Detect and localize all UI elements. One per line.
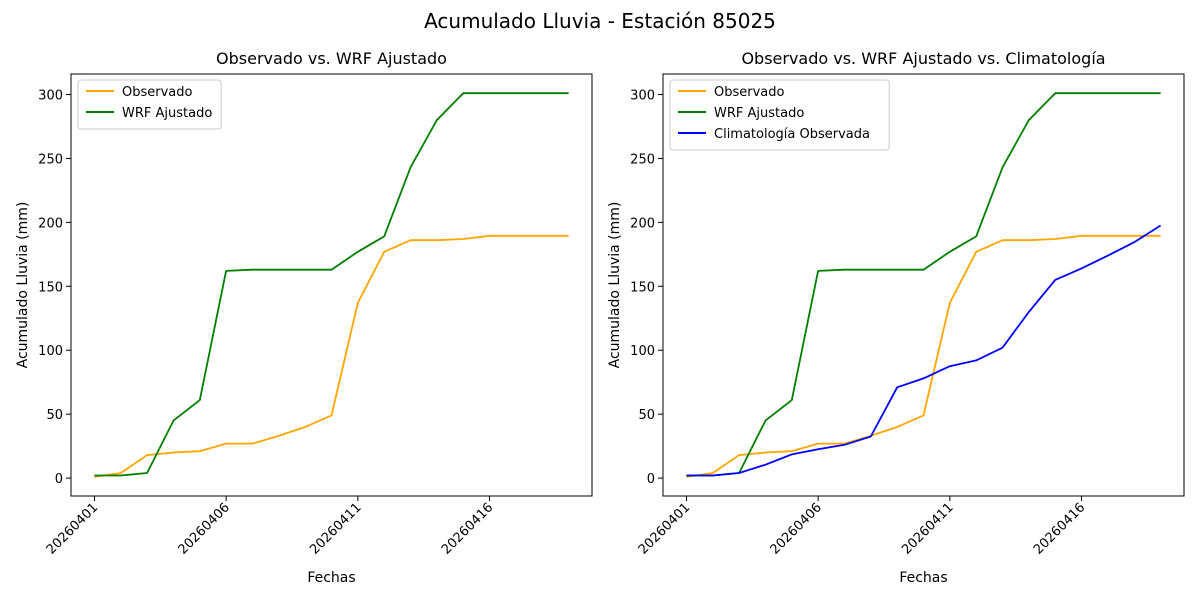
chart-left-ytick-label: 300	[38, 88, 63, 103]
chart-left-legend-label: WRF Ajustado	[122, 106, 212, 121]
chart-left-ytick-label: 100	[38, 344, 63, 359]
chart-left-ytick-label: 250	[38, 152, 63, 167]
chart-left-series-line-wrf-ajustado	[94, 92, 569, 477]
chart-right-axes-frame	[662, 73, 1185, 497]
chart-right-series-line-observado	[686, 234, 1161, 478]
chart-left-title: Observado vs. WRF Ajustado	[216, 49, 447, 68]
chart-left-xtick-label: 20260406	[176, 500, 233, 557]
chart-left-ytick-label: 150	[38, 280, 63, 295]
chart-left-axes-frame	[70, 73, 593, 497]
chart-right-ytick-label: 150	[630, 280, 655, 295]
chart-left-legend-label: Observado	[122, 85, 193, 100]
chart-right-xlabel: Fechas	[899, 570, 947, 586]
chart-left: Observado vs. WRF Ajustado Fechas Acumul…	[15, 49, 593, 586]
chart-right-xtick-label: 20260406	[768, 500, 825, 557]
chart-left-xtick-label: 20260411	[307, 500, 364, 557]
chart-left-series-line-observado	[94, 234, 569, 478]
chart-right-xtick-label: 20260401	[636, 500, 693, 557]
chart-right: Observado vs. WRF Ajustado vs. Climatolo…	[607, 49, 1185, 586]
chart-right-xtick-label: 20260411	[899, 500, 956, 557]
chart-right-series-line-climatolog-a-observada	[686, 224, 1162, 477]
chart-left-ytick-label: 50	[46, 408, 63, 423]
chart-left-ytick-label: 0	[55, 472, 63, 487]
chart-left-ylabel: Acumulado Lluvia (mm)	[15, 202, 31, 369]
chart-right-ytick-label: 0	[647, 472, 655, 487]
chart-right-series-line-wrf-ajustado	[686, 92, 1161, 477]
chart-right-ytick-label: 50	[638, 408, 655, 423]
chart-right-ytick-label: 200	[630, 216, 655, 231]
chart-left-ytick-label: 200	[38, 216, 63, 231]
chart-left-xlabel: Fechas	[307, 570, 355, 586]
chart-right-ytick-label: 250	[630, 152, 655, 167]
chart-right-ytick-label: 300	[630, 88, 655, 103]
chart-left-xtick-label: 20260416	[439, 500, 496, 557]
figure-suptitle: Acumulado Lluvia - Estación 85025	[424, 9, 776, 33]
chart-right-title: Observado vs. WRF Ajustado vs. Climatolo…	[741, 49, 1105, 68]
chart-right-legend-label: WRF Ajustado	[714, 106, 804, 121]
chart-left-xtick-label: 20260401	[44, 500, 101, 557]
chart-right-legend-label: Observado	[714, 85, 785, 100]
chart-left-legend	[77, 79, 222, 130]
chart-right-legend-label: Climatología Observada	[714, 127, 870, 142]
chart-right-legend	[669, 79, 890, 151]
chart-right-ytick-label: 100	[630, 344, 655, 359]
chart-right-xtick-label: 20260416	[1031, 500, 1088, 557]
chart-right-ylabel: Acumulado Lluvia (mm)	[607, 202, 623, 369]
